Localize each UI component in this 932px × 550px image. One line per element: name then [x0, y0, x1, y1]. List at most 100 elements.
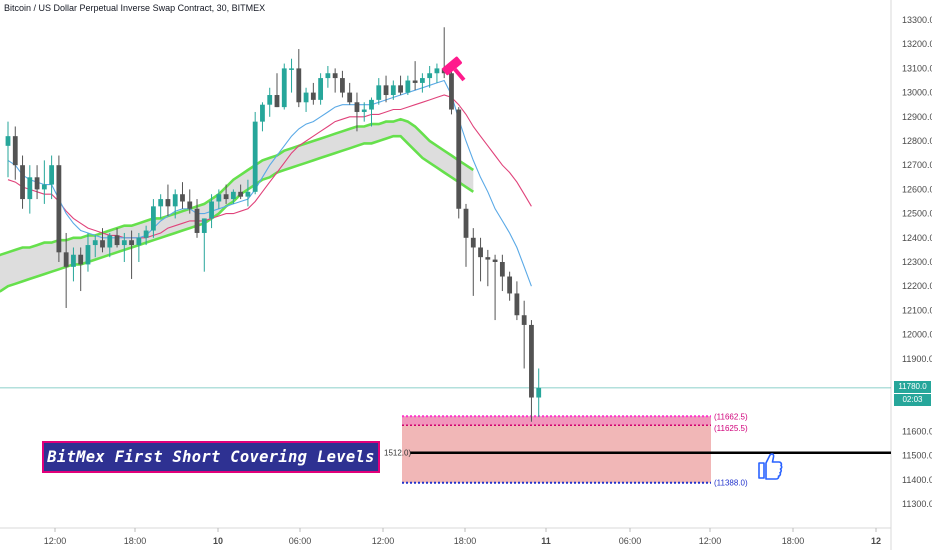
- candle-body: [419, 78, 425, 83]
- candle-body: [194, 208, 200, 233]
- zone-fill: [402, 416, 711, 483]
- candle-body: [383, 85, 389, 96]
- candle-body: [296, 68, 302, 103]
- y-tick-label: 12900.0: [902, 112, 932, 122]
- ema-ribbon: [0, 117, 475, 293]
- candle-body: [354, 102, 360, 112]
- candle-body: [347, 92, 353, 103]
- x-tick-label: 06:00: [289, 536, 312, 546]
- candle-body: [260, 104, 265, 122]
- candle-body: [129, 240, 134, 246]
- candle-body: [405, 80, 411, 93]
- x-tick-label: 12:00: [44, 536, 67, 546]
- price-axis[interactable]: 13300.0 13200.0 13100.0 13000.0 12900.0 12800…: [902, 15, 932, 509]
- candle-body: [92, 240, 98, 246]
- y-tick-label: 11600.0: [902, 426, 932, 436]
- candle-body: [34, 177, 40, 190]
- zone-label-bottom: (11388.0): [714, 479, 748, 488]
- candle-body: [238, 191, 244, 197]
- y-tick-label: 12800.0: [902, 136, 932, 146]
- candle-body: [49, 165, 55, 185]
- ema-slow-line: [7, 94, 532, 239]
- x-tick-label: 18:00: [454, 536, 477, 546]
- candle-body: [187, 201, 193, 209]
- annotations: [442, 56, 783, 480]
- candle-body: [230, 191, 236, 200]
- candle-body: [478, 247, 483, 258]
- candle-body: [456, 109, 462, 209]
- candle-body: [223, 194, 229, 200]
- candle-body: [427, 73, 433, 79]
- candle-body: [245, 191, 251, 197]
- y-tick-label: 13200.0: [902, 39, 932, 49]
- candle-body: [340, 78, 345, 93]
- candle-body: [180, 194, 185, 202]
- candle-body: [303, 92, 309, 103]
- candle-body: [5, 136, 11, 146]
- ribbon-lower-line: [0, 134, 475, 293]
- candle-body: [56, 165, 62, 253]
- candle-body: [318, 78, 324, 100]
- banner-label: BitMex First Short Covering Levels: [42, 441, 380, 473]
- candle-body: [78, 254, 84, 265]
- candle-body: [100, 240, 105, 248]
- y-tick-label: 12700.0: [902, 160, 932, 170]
- candle-body: [529, 324, 534, 398]
- candle-body: [376, 85, 382, 100]
- candle-body: [499, 262, 505, 277]
- candle-body: [521, 315, 527, 325]
- candle-body: [114, 235, 120, 246]
- x-tick-label: 12:00: [699, 536, 722, 546]
- y-tick-label: 12000.0: [902, 330, 932, 340]
- candle-body: [274, 95, 280, 108]
- x-tick-label: 18:00: [782, 536, 805, 546]
- x-tick-label: 18:00: [124, 536, 147, 546]
- candle-body: [12, 136, 18, 166]
- candle-body: [71, 254, 76, 267]
- candle-body: [158, 199, 164, 207]
- x-tick-label: 06:00: [619, 536, 642, 546]
- y-tick-label: 12500.0: [902, 209, 932, 219]
- candle-body: [172, 194, 178, 207]
- candle-body: [209, 201, 214, 219]
- y-tick-label: 11400.0: [902, 475, 932, 485]
- candle-body: [390, 85, 396, 96]
- zone-label-second: (11625.5): [714, 424, 748, 433]
- candle-body: [507, 276, 513, 294]
- candle-body: [361, 109, 367, 112]
- x-tick-label: 12: [871, 536, 881, 546]
- y-tick-label: 12600.0: [902, 184, 932, 194]
- candle-body: [514, 293, 520, 316]
- y-tick-label: 11300.0: [902, 499, 932, 509]
- candle-body: [369, 99, 374, 110]
- candle-body: [463, 208, 469, 238]
- candle-body: [151, 206, 156, 231]
- candle-body: [325, 73, 331, 79]
- candle-body: [267, 95, 273, 105]
- candle-body: [216, 194, 222, 202]
- candle-body: [289, 68, 294, 70]
- candle-body: [485, 257, 491, 260]
- countdown-tag: 02:03: [894, 394, 931, 406]
- y-tick-label: 13100.0: [902, 63, 932, 73]
- candle-body: [449, 73, 454, 110]
- time-axis[interactable]: 12:00 18:00 10 06:00 12:00 18:00 11 06:00 12:00 1…: [44, 528, 881, 546]
- candle-body: [434, 68, 440, 74]
- covering-zone: (11662.5) (11625.5) 1512.0) (11388.0): [384, 412, 891, 488]
- candle-body: [470, 237, 476, 248]
- y-tick-label: 13000.0: [902, 88, 932, 98]
- candle-body: [310, 92, 316, 100]
- ribbon-fill: [0, 119, 474, 292]
- chart-title: Bitcoin / US Dollar Perpetual Inverse Sw…: [4, 3, 266, 13]
- last-price-tag: 11780.0: [894, 381, 931, 393]
- candle-body: [536, 387, 542, 398]
- y-tick-label: 13300.0: [902, 15, 932, 25]
- candle-body: [143, 230, 149, 238]
- y-tick-label: 11500.0: [902, 451, 932, 461]
- y-tick-label: 12200.0: [902, 281, 932, 291]
- zone-label-top: (11662.5): [714, 412, 748, 421]
- zone-label-target: 1512.0): [384, 449, 411, 458]
- zone-top-band: [402, 416, 711, 426]
- candles: [5, 27, 542, 422]
